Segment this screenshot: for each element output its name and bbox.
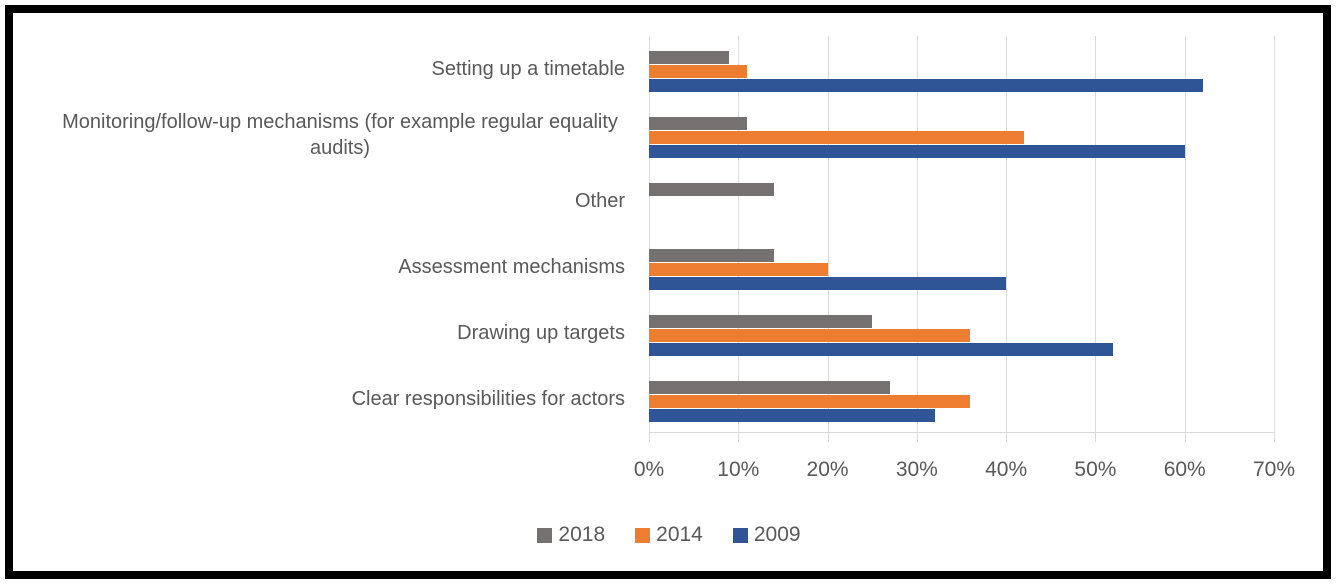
bar-group [649, 234, 1274, 300]
bar-2018 [649, 249, 774, 262]
category-label-slot: Monitoring/follow-up mechanisms (for exa… [20, 102, 625, 168]
gridline [649, 36, 650, 432]
legend-label-2009: 2009 [753, 523, 801, 546]
x-axis-tick-mark [916, 432, 918, 442]
x-axis-tick-label: 30% [895, 458, 938, 481]
bar-2009 [649, 343, 1114, 356]
x-axis-tick-label: 50% [1074, 458, 1117, 481]
bar-2009 [649, 145, 1185, 158]
category-label: Assessment mechanisms [398, 255, 625, 278]
category-label-slot: Other [20, 168, 625, 234]
category-label-slot: Assessment mechanisms [20, 234, 625, 300]
gridline [738, 36, 740, 432]
bar-group [649, 300, 1274, 366]
legend-swatch-2009 [732, 527, 748, 543]
x-axis-tick-label: 20% [806, 458, 849, 481]
bar-group [649, 102, 1274, 168]
x-axis-tick-mark [1006, 432, 1008, 442]
x-axis-tick-label: 70% [1252, 458, 1296, 481]
bar-2018 [649, 51, 730, 64]
category-label: Clear responsibilities for actors [351, 387, 625, 410]
bar-2014 [649, 263, 828, 276]
x-axis-tick-mark [738, 432, 740, 442]
bar-group [649, 168, 1274, 234]
legend-label-2018: 2018 [558, 523, 606, 546]
x-axis-tick-mark [1184, 432, 1186, 442]
x-axis-tick-mark [1095, 432, 1097, 442]
x-axis-tick-mark [1274, 432, 1275, 442]
x-axis-tick-label: 60% [1163, 458, 1206, 481]
chart-border-frame [5, 5, 1331, 579]
x-axis-tick-mark [649, 432, 650, 442]
gridline [1006, 36, 1008, 432]
plot-area [649, 36, 1275, 442]
bar-2014 [649, 65, 748, 78]
bars-layer [649, 36, 1274, 432]
legend-item-2018: 2018 [537, 523, 605, 547]
legend-swatch-2018 [537, 527, 553, 543]
category-label: Setting up a timetable [431, 57, 625, 80]
bar-2009 [649, 409, 935, 422]
category-label-slot: Drawing up targets [20, 300, 625, 366]
category-label: Drawing up targets [457, 321, 625, 344]
x-axis-tick-label: 10% [717, 458, 760, 481]
gridline [827, 36, 829, 432]
bar-2018 [649, 315, 873, 328]
gridline [1184, 36, 1186, 432]
legend-label-2014: 2014 [656, 523, 703, 546]
x-axis-tick-label: 0% [633, 458, 665, 481]
x-axis-tick-labels: 0% 10% 20% 30% 40% 50% 60% 70% [634, 458, 1295, 488]
x-axis-tick-label: 40% [985, 458, 1028, 481]
bar-2009 [649, 277, 1007, 290]
legend: 2018 2014 2009 [0, 523, 1338, 547]
category-label: Monitoring/follow-up mechanisms (for exa… [62, 110, 618, 159]
bar-2014 [649, 131, 1024, 144]
bar-group [649, 36, 1274, 102]
bar-2018 [649, 183, 774, 196]
bar-2009 [649, 79, 1203, 92]
legend-swatch-2014 [635, 527, 651, 543]
gridline [1274, 36, 1275, 432]
bar-2014 [649, 395, 971, 408]
gridline [1095, 36, 1097, 432]
bar-2018 [649, 117, 748, 130]
legend-item-2009: 2009 [732, 523, 801, 547]
bar-2018 [649, 381, 891, 394]
bar-group [649, 366, 1274, 432]
category-label: Other [574, 189, 625, 212]
category-axis: Setting up a timetable Monitoring/follow-… [20, 36, 625, 432]
x-axis-line [649, 432, 1274, 433]
category-label-slot: Setting up a timetable [20, 36, 625, 102]
x-axis-tick-mark [827, 432, 829, 442]
bar-2014 [649, 329, 971, 342]
legend-item-2014: 2014 [635, 523, 703, 547]
category-label-slot: Clear responsibilities for actors [20, 366, 625, 432]
gridline [916, 36, 918, 432]
